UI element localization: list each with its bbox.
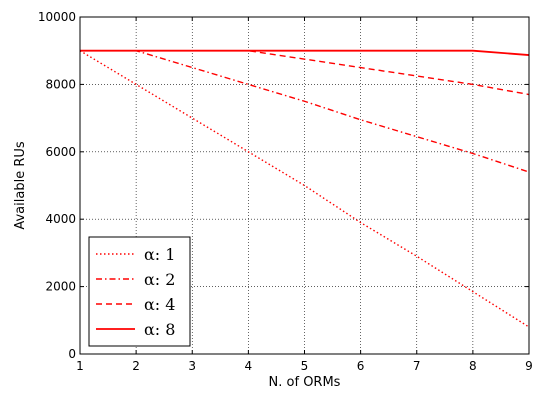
legend-entry-1: α: 1 <box>144 245 175 264</box>
grid-lines <box>80 17 529 354</box>
y-tick-label: 6000 <box>45 145 76 159</box>
y-axis-label: Available RUs <box>13 141 28 230</box>
y-tick-label: 8000 <box>45 77 76 91</box>
series-line-4 <box>80 49 530 56</box>
x-tick-label: 3 <box>188 359 196 373</box>
axis-ticks: 1 2 3 4 5 6 7 8 9 0 2000 4000 6000 8000 10000 <box>38 10 533 373</box>
series-line-2 <box>80 50 530 173</box>
x-axis-label: N. of ORMs <box>269 375 341 390</box>
y-tick-label: 10000 <box>38 10 76 24</box>
y-tick-label: 2000 <box>45 280 76 294</box>
legend: α: 1 α: 2 α: 4 α: 8 <box>88 236 191 347</box>
series-layer <box>79 49 530 328</box>
legend-entry-2: α: 2 <box>144 270 175 289</box>
x-tick-label: 5 <box>301 359 309 373</box>
x-tick-label: 2 <box>132 359 140 373</box>
x-tick-label: 9 <box>525 359 533 373</box>
legend-box <box>88 236 191 347</box>
x-tick-label: 1 <box>76 359 84 373</box>
x-tick-label: 8 <box>469 359 477 373</box>
legend-entry-4: α: 8 <box>144 320 175 339</box>
x-tick-label: 6 <box>357 359 365 373</box>
y-tick-label: 4000 <box>45 212 76 226</box>
series-line-3 <box>80 50 530 96</box>
y-tick-label: 0 <box>68 347 76 361</box>
x-tick-label: 7 <box>413 359 421 373</box>
legend-entry-3: α: 4 <box>144 295 175 314</box>
x-tick-label: 4 <box>245 359 253 373</box>
